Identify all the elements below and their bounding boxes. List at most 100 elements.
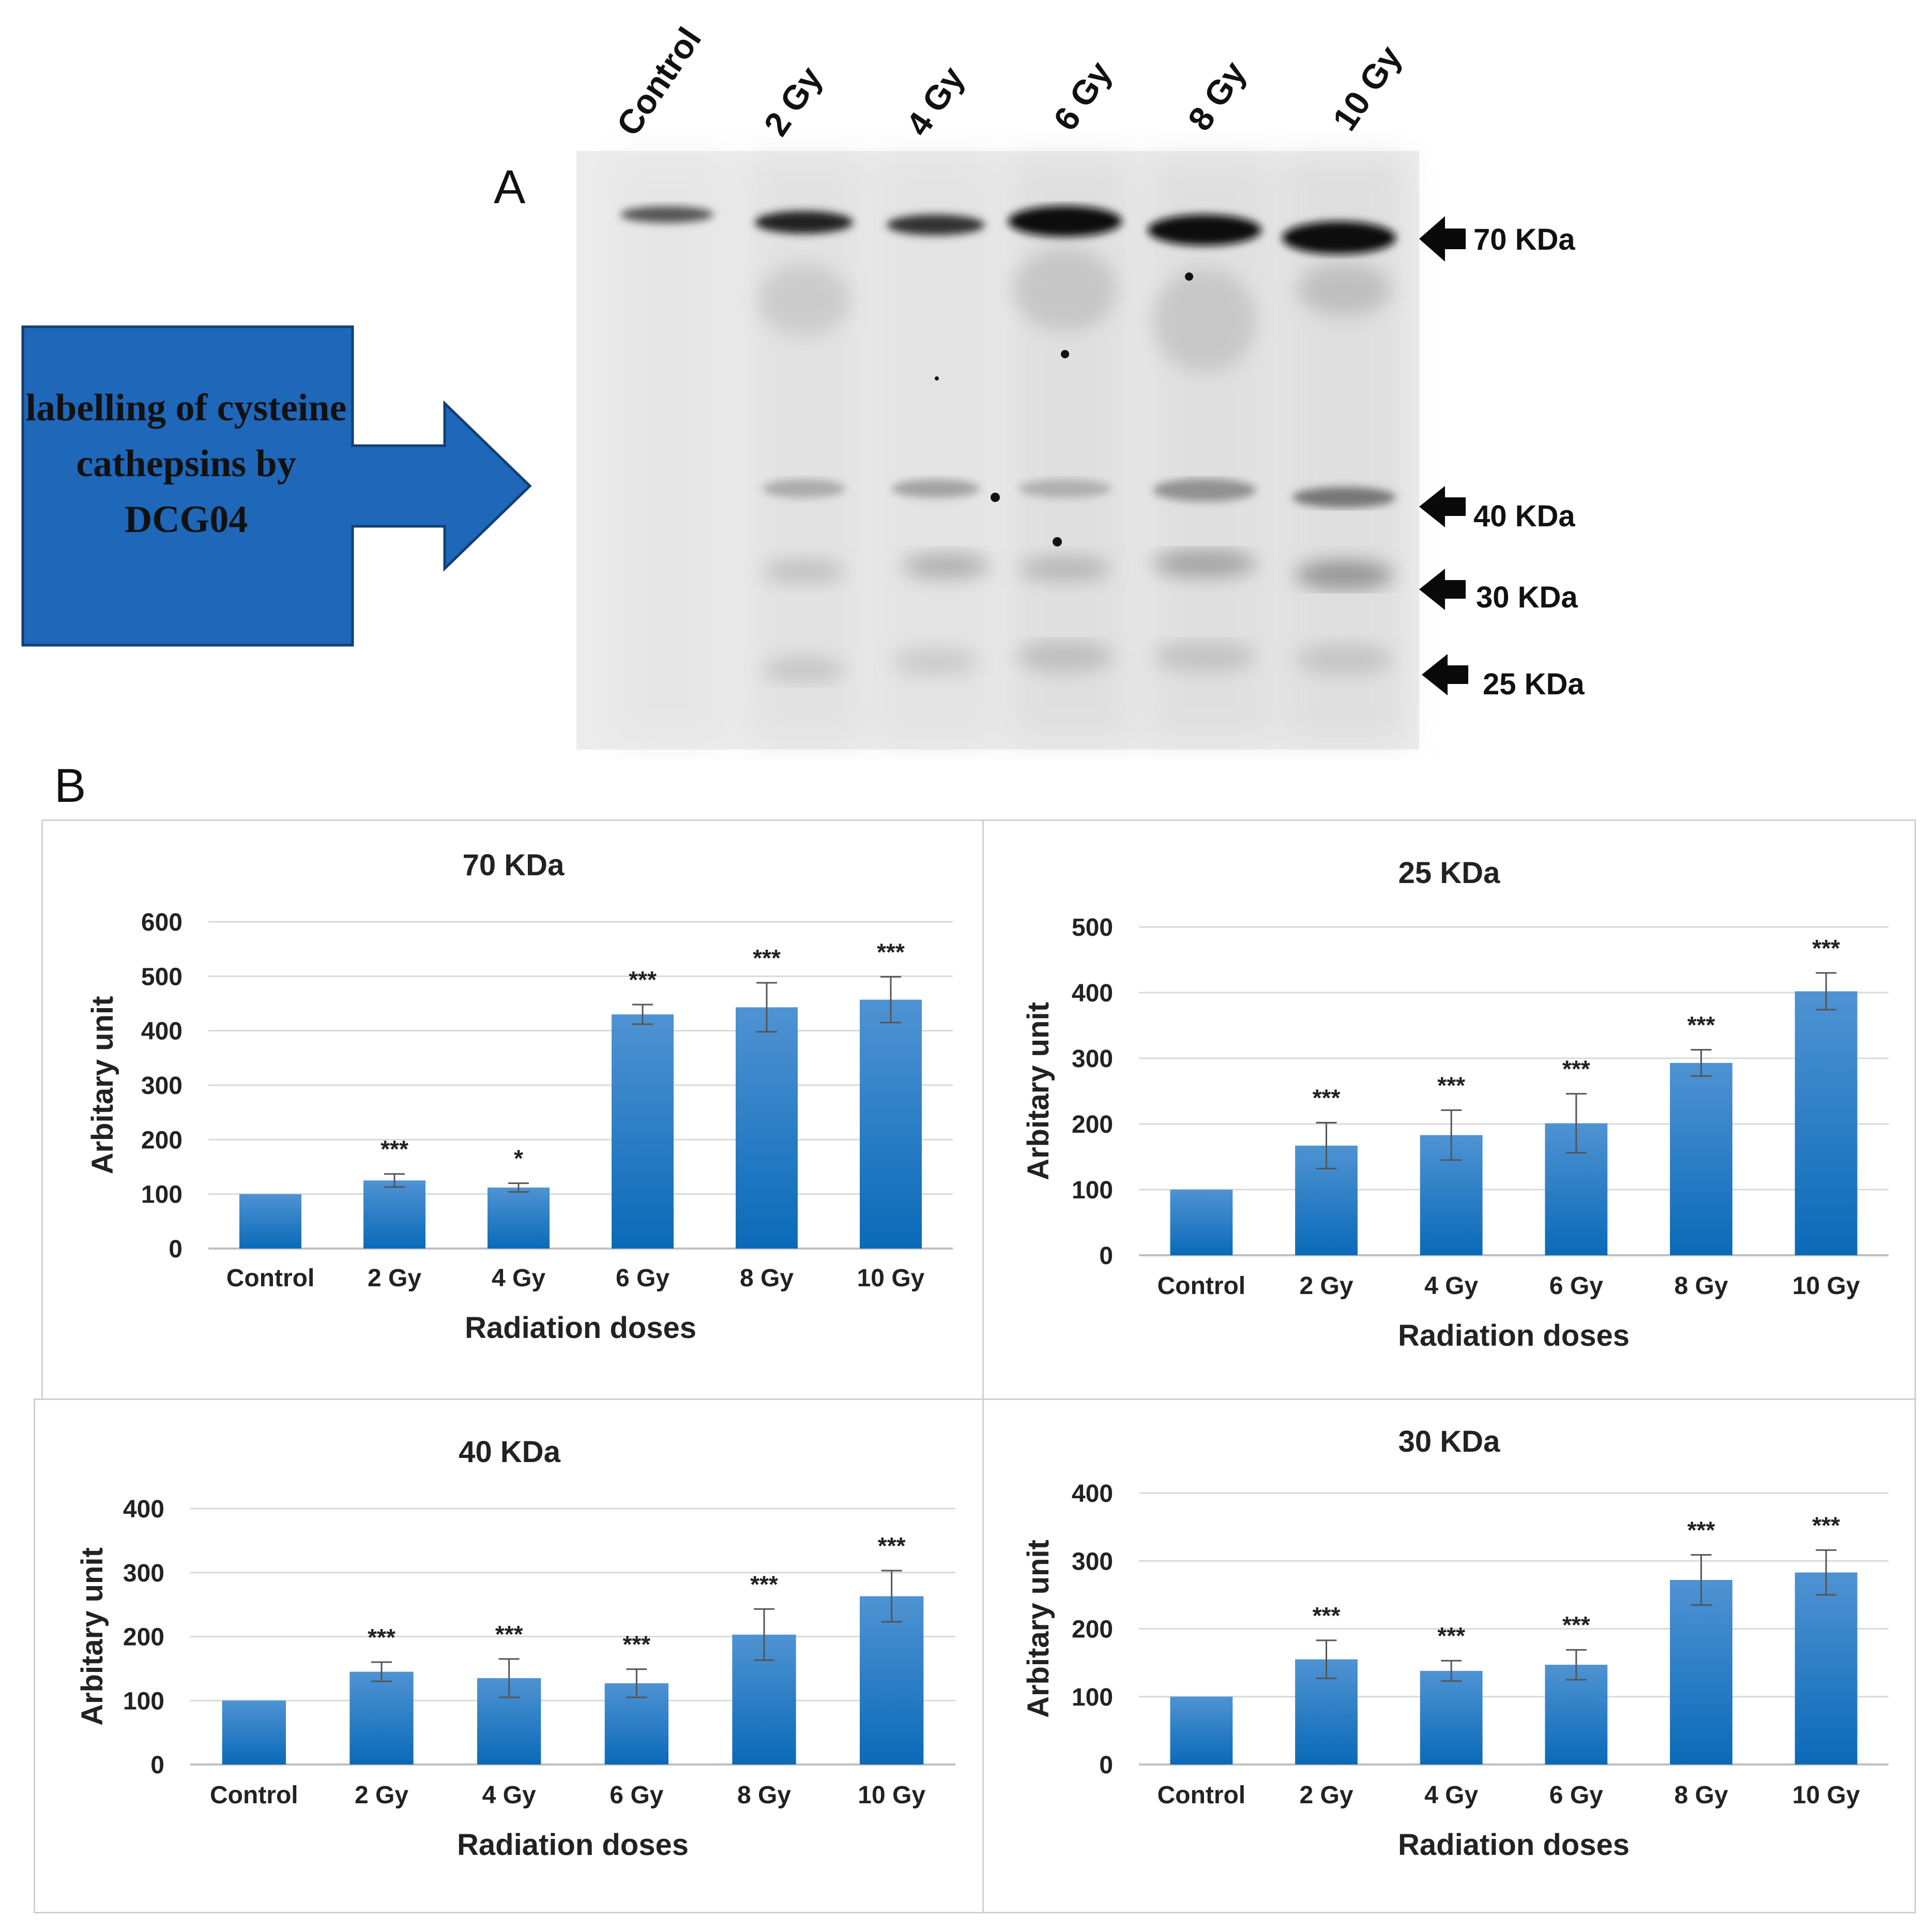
x-tick-label: 2 Gy bbox=[355, 1782, 408, 1809]
significance-label: *** bbox=[1437, 1622, 1465, 1649]
x-tick-label: 10 Gy bbox=[1792, 1272, 1860, 1300]
y-tick-label: 400 bbox=[123, 1496, 164, 1523]
blot-specks bbox=[935, 272, 1193, 546]
x-tick-label: 8 Gy bbox=[737, 1782, 791, 1809]
y-tick-label: 300 bbox=[1072, 1548, 1113, 1575]
x-tick-label: 8 Gy bbox=[740, 1265, 794, 1292]
significance-label: *** bbox=[1562, 1056, 1590, 1083]
y-tick-label: 500 bbox=[141, 963, 182, 991]
panel-b-letter: B bbox=[54, 759, 86, 812]
y-tick-label: 200 bbox=[123, 1624, 164, 1651]
bar-6-gy bbox=[612, 1014, 674, 1249]
x-tick-label: 4 Gy bbox=[1424, 1782, 1478, 1809]
bar-8-gy bbox=[736, 1007, 798, 1249]
significance-label: *** bbox=[368, 1624, 395, 1651]
y-tick-label: 600 bbox=[141, 909, 182, 936]
marker-arrow-30kda-icon bbox=[1419, 569, 1466, 610]
significance-label: *** bbox=[878, 1532, 906, 1559]
chart-30kda-svg: 30 KDa 0 100 200 300 400 Control *** 2 Gy *** 4 Gy… bbox=[1022, 1425, 1889, 1862]
x-tick-label: 6 Gy bbox=[616, 1265, 670, 1292]
x-tick-label: Control bbox=[226, 1265, 315, 1292]
bar-2-gy bbox=[363, 1180, 425, 1249]
chart-40kda-svg: 40 KDa 0 100 200 300 400 Control *** 2 Gy *** 4 Gy… bbox=[75, 1435, 955, 1862]
blot-bands-25kda bbox=[763, 641, 1393, 683]
y-tick-label: 100 bbox=[141, 1181, 182, 1209]
significance-label: *** bbox=[1562, 1611, 1590, 1638]
x-tick-label: 2 Gy bbox=[368, 1265, 421, 1292]
chart-70kda-svg: 70 KDa 0 100 200 300 400 500 600 Control *** 2 Gy *… bbox=[86, 848, 953, 1345]
bar-control bbox=[239, 1194, 301, 1249]
y-tick-label: 300 bbox=[1072, 1045, 1113, 1073]
bar-6-gy bbox=[1545, 1665, 1608, 1764]
western-blot-figure bbox=[21, 151, 1468, 750]
significance-label: * bbox=[514, 1145, 523, 1172]
significance-label: *** bbox=[1437, 1072, 1465, 1099]
x-tick-label: Control bbox=[210, 1782, 298, 1809]
bar-10-gy bbox=[860, 1596, 924, 1764]
significance-label: *** bbox=[753, 945, 781, 971]
significance-label: *** bbox=[1812, 1512, 1840, 1539]
y-tick-label: 100 bbox=[1072, 1177, 1113, 1204]
chart-25kda: 25 KDa 0 100 200 300 400 500 Control *** 2 Gy *** 4… bbox=[982, 819, 1916, 1404]
chart-25kda-svg: 25 KDa 0 100 200 300 400 500 Control *** 2 Gy *** 4… bbox=[1022, 856, 1889, 1352]
x-tick-label: 8 Gy bbox=[1674, 1272, 1728, 1300]
marker-label-70kda: 70 KDa bbox=[1473, 223, 1575, 256]
bar-8-gy bbox=[1670, 1580, 1732, 1764]
x-axis-label: Radiation doses bbox=[465, 1311, 696, 1345]
bar-8-gy bbox=[1670, 1062, 1732, 1255]
y-tick-label: 0 bbox=[169, 1236, 182, 1263]
blot-bands-30kda bbox=[763, 550, 1393, 589]
bar-10-gy bbox=[1794, 1572, 1858, 1764]
y-tick-label: 100 bbox=[1072, 1684, 1113, 1711]
x-tick-label: 8 Gy bbox=[1674, 1782, 1728, 1809]
x-tick-label: 4 Gy bbox=[482, 1782, 536, 1809]
x-axis-label: Radiation doses bbox=[457, 1828, 689, 1862]
chart-title: 70 KDa bbox=[463, 848, 565, 882]
significance-label: *** bbox=[1313, 1084, 1341, 1111]
panel-a-letter: A bbox=[494, 161, 526, 214]
significance-label: *** bbox=[1687, 1516, 1715, 1543]
bar-4-gy bbox=[1420, 1670, 1483, 1764]
y-tick-label: 300 bbox=[141, 1072, 182, 1100]
x-axis-label: Radiation doses bbox=[1398, 1319, 1630, 1352]
y-tick-label: 200 bbox=[141, 1127, 182, 1154]
x-tick-label: 6 Gy bbox=[1549, 1272, 1603, 1300]
y-axis-label: Arbitary unit bbox=[75, 1547, 109, 1726]
x-tick-label: 2 Gy bbox=[1299, 1272, 1353, 1300]
y-tick-label: 400 bbox=[1072, 1480, 1113, 1508]
significance-label: *** bbox=[1313, 1602, 1341, 1629]
callout-label: labelling of cysteine cathepsins by DCG0… bbox=[25, 387, 347, 541]
x-tick-label: 10 Gy bbox=[858, 1782, 925, 1809]
significance-label: *** bbox=[622, 1631, 650, 1658]
y-tick-label: 200 bbox=[1072, 1616, 1113, 1644]
significance-label: *** bbox=[381, 1136, 408, 1163]
significance-label: *** bbox=[629, 966, 657, 993]
bar-control bbox=[1170, 1190, 1233, 1255]
blot-bands-40kda bbox=[763, 479, 1396, 508]
bar-4-gy bbox=[488, 1188, 550, 1249]
y-tick-label: 400 bbox=[141, 1018, 182, 1045]
y-axis-label: Arbitary unit bbox=[1022, 1002, 1055, 1180]
blot-smears bbox=[757, 248, 1391, 372]
marker-arrows bbox=[1419, 216, 1468, 695]
marker-label-30kda: 30 KDa bbox=[1476, 581, 1578, 614]
callout-arrow-shape bbox=[21, 325, 532, 647]
marker-label-40kda: 40 KDa bbox=[1473, 499, 1575, 533]
y-tick-label: 0 bbox=[1099, 1752, 1113, 1779]
y-tick-label: 400 bbox=[1072, 980, 1113, 1007]
x-tick-label: Control bbox=[1158, 1272, 1246, 1300]
x-tick-label: Control bbox=[1158, 1782, 1246, 1809]
x-axis-label: Radiation doses bbox=[1398, 1828, 1630, 1862]
marker-arrow-25kda-icon bbox=[1422, 654, 1468, 695]
chart-70kda: 70 KDa 0 100 200 300 400 500 600 Control *** 2 Gy *… bbox=[41, 819, 985, 1402]
y-tick-label: 100 bbox=[123, 1687, 164, 1715]
bar-10-gy bbox=[1794, 991, 1858, 1255]
y-tick-label: 200 bbox=[1072, 1111, 1113, 1138]
chart-40kda: 40 KDa 0 100 200 300 400 Control *** 2 Gy *** 4 Gy… bbox=[34, 1398, 985, 1913]
significance-label: *** bbox=[1687, 1011, 1715, 1038]
x-tick-label: 4 Gy bbox=[492, 1265, 545, 1292]
chart-title: 40 KDa bbox=[459, 1435, 560, 1469]
panel-a: A bbox=[0, 0, 1932, 760]
y-tick-label: 0 bbox=[150, 1752, 164, 1779]
significance-label: *** bbox=[877, 938, 905, 965]
